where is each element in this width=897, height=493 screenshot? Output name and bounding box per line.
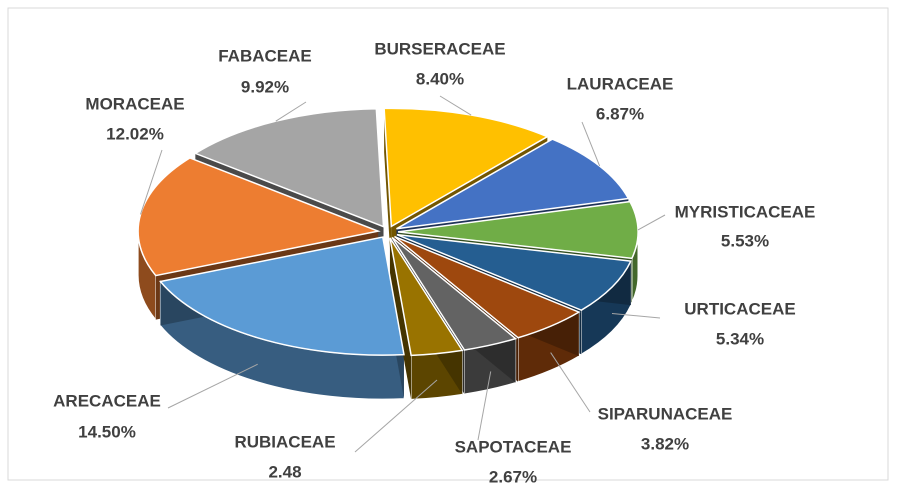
value-label: 5.34% [716,329,764,348]
slice [396,233,632,312]
leader-line [354,379,438,453]
leader-line [611,312,661,319]
pie-tops [137,107,639,357]
value-label: 2.67% [489,467,537,486]
slice [159,236,405,356]
leader-line [550,352,591,413]
category-label: LAURACEAE [567,74,674,93]
category-label: MYRISTICACEAE [675,202,816,221]
category-label: RUBIACEAE [234,432,335,451]
value-label: 9.92% [241,77,289,96]
value-label: 6.87% [596,104,644,123]
slice [137,157,381,277]
value-label: 8.40% [416,69,464,88]
leader-line [275,101,307,122]
category-label: BURSERACEAE [374,39,505,58]
slice [389,237,464,357]
category-label: FABACEAE [218,46,312,65]
category-label: SIPARUNACEAE [598,404,733,423]
leader-line [167,363,258,409]
value-label: 14.50% [78,422,136,441]
category-label: MORACEAE [85,94,184,113]
value-label: 3.82% [641,434,689,453]
leader-line [140,149,163,215]
leader-line [637,214,666,231]
slice [383,107,550,228]
value-label: 5.53% [721,231,769,250]
slice [397,200,639,260]
category-label: ARECACEAE [53,391,161,410]
value-label: 2.48 [268,462,301,481]
value-label: 12.02% [106,124,164,143]
slice-cut [389,237,412,400]
category-label: SAPOTACEAE [455,437,572,456]
slice [391,236,518,351]
slice [394,235,581,339]
leader-line [581,121,601,167]
leader-line [439,95,472,116]
leader-line [477,371,492,441]
category-label: URTICACEAE [684,299,795,318]
